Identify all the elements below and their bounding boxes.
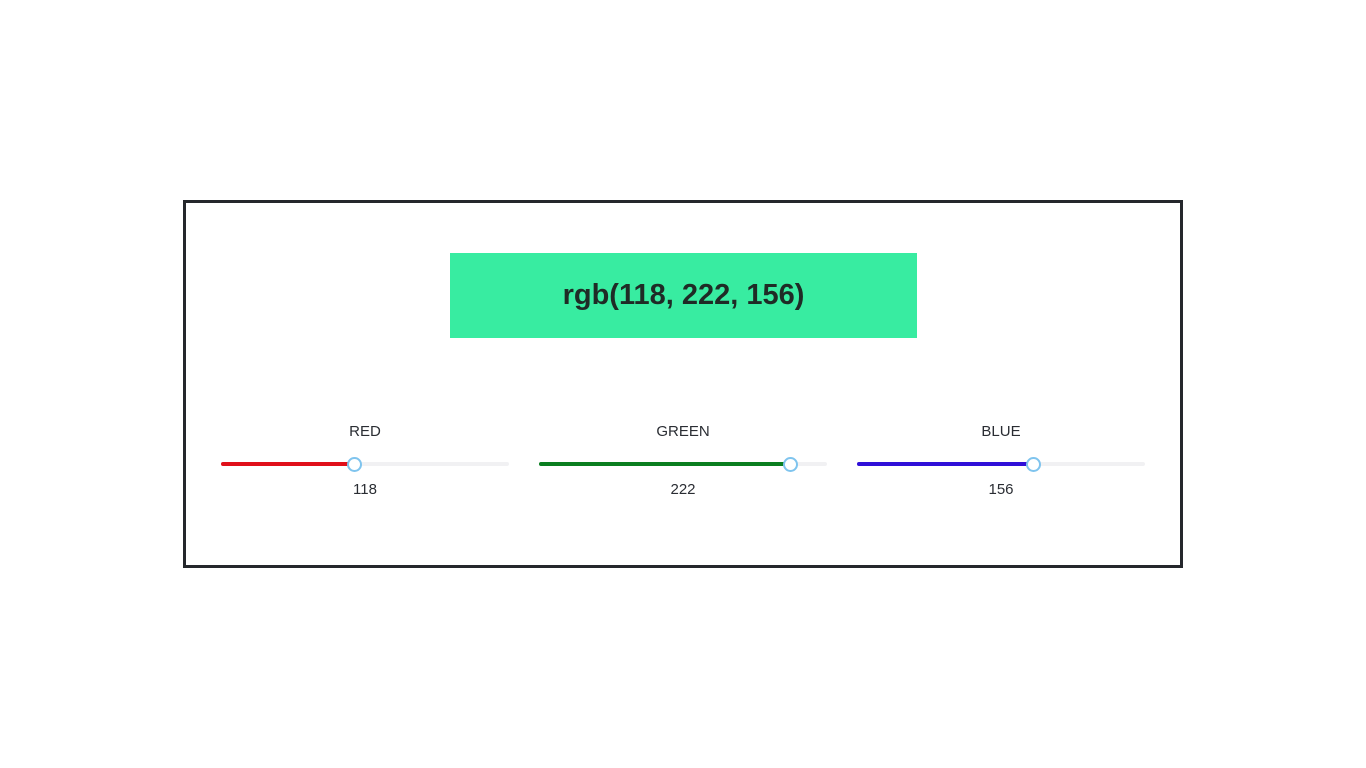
color-preview-swatch: rgb(118, 222, 156) — [450, 253, 917, 338]
blue-slider-thumb[interactable] — [1026, 457, 1041, 472]
blue-slider-fill — [857, 462, 1033, 466]
red-value: 118 — [353, 481, 377, 498]
red-slider-thumb[interactable] — [347, 457, 362, 472]
red-slider-group: RED 118 — [221, 423, 509, 503]
green-value: 222 — [670, 481, 696, 498]
red-slider-fill — [221, 462, 354, 466]
rgb-value-text: rgb(118, 222, 156) — [562, 279, 805, 311]
green-slider-track[interactable] — [539, 457, 827, 472]
blue-slider-group: BLUE 156 — [857, 423, 1145, 503]
blue-label: BLUE — [981, 423, 1021, 440]
green-slider-fill — [539, 462, 790, 466]
blue-slider-track[interactable] — [857, 457, 1145, 472]
green-slider-thumb[interactable] — [783, 457, 798, 472]
green-label: GREEN — [656, 423, 710, 440]
green-slider-group: GREEN 222 — [539, 423, 827, 503]
red-slider-track[interactable] — [221, 457, 509, 472]
red-label: RED — [349, 423, 381, 440]
blue-value: 156 — [988, 481, 1014, 498]
color-picker-panel: rgb(118, 222, 156) RED 118 GREEN 222 BLU… — [183, 200, 1183, 568]
